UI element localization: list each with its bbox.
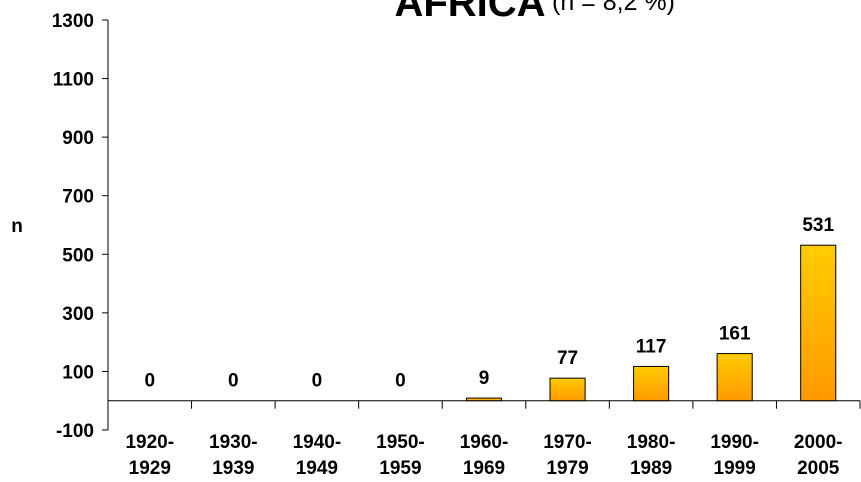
x-tick-label: 1960-1969: [459, 432, 509, 479]
x-tick-label: 1920-1929: [125, 432, 175, 479]
value-label: 0: [144, 371, 155, 392]
bar: [549, 377, 586, 402]
x-tick-label: 1980-1989: [626, 432, 676, 479]
y-tick-label: -100: [56, 421, 94, 442]
bar: [800, 244, 837, 402]
bar: [633, 365, 670, 402]
y-tick-label: 1300: [52, 11, 94, 32]
y-tick-label: 700: [62, 187, 94, 208]
value-label: 117: [636, 336, 667, 357]
chart-subtitle: (n = 8,2 %): [552, 0, 675, 16]
x-tick-label: 1950-1959: [376, 432, 425, 479]
y-tick-label: 500: [62, 245, 94, 266]
value-label: 77: [557, 348, 578, 369]
x-tick-label: 1940-1949: [292, 432, 342, 479]
bar: [465, 397, 503, 402]
value-label: 0: [228, 371, 239, 392]
value-label: 161: [719, 324, 751, 345]
x-tick-label: 1970-1979: [543, 432, 592, 479]
value-label: 0: [312, 371, 323, 392]
value-label: 531: [802, 215, 834, 236]
x-tick-label: 1930-1939: [209, 432, 258, 479]
chart-title: AFRICA: [394, 0, 545, 25]
y-tick-label: 100: [62, 362, 94, 383]
y-tick-label: 900: [62, 128, 94, 149]
y-tick-label: 300: [62, 304, 94, 325]
y-axis-label: n: [11, 216, 23, 237]
y-tick-label: 1100: [53, 70, 94, 91]
value-label: 9: [479, 368, 490, 389]
value-label: 0: [395, 371, 406, 392]
bar: [716, 353, 753, 402]
x-tick-label: 2000-2005: [793, 432, 843, 479]
x-tick-label: 1990-1999: [710, 432, 759, 479]
